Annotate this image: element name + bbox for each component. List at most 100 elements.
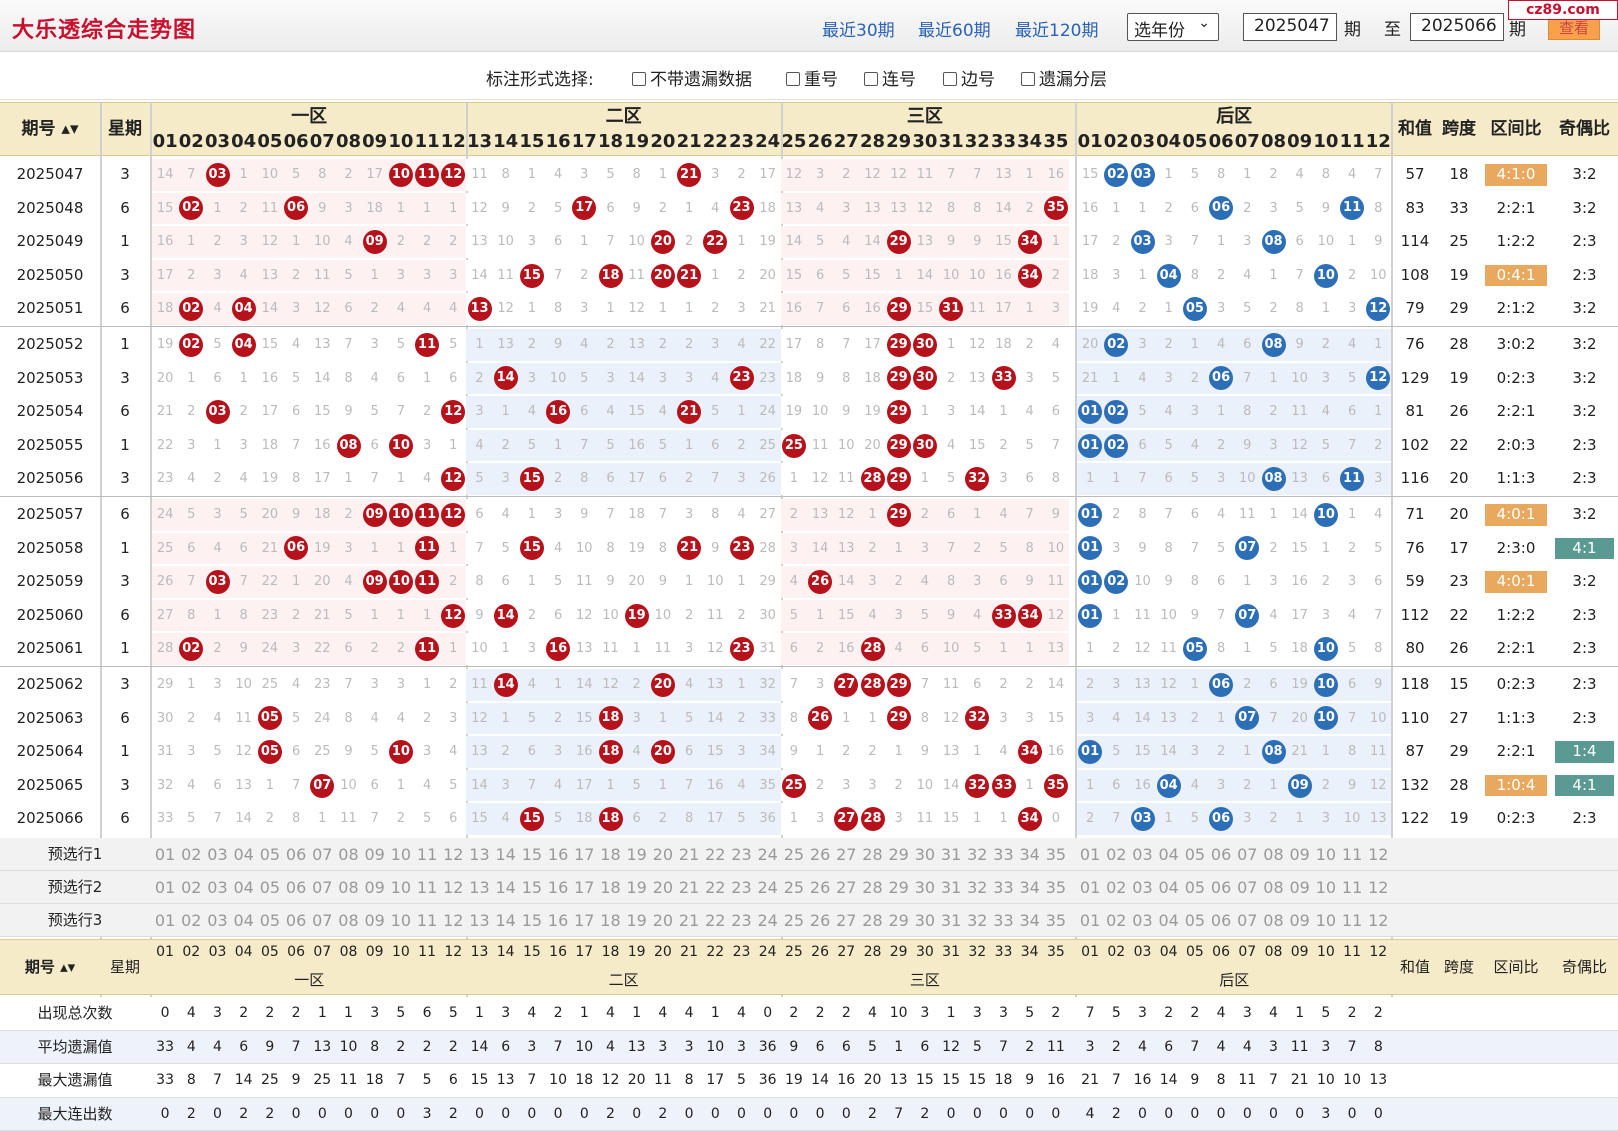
preselect-number[interactable]: 06 — [1208, 904, 1234, 937]
preselect-number[interactable]: 05 — [1182, 838, 1208, 871]
preselect-number[interactable]: 01 — [152, 871, 178, 904]
preselect-number[interactable]: 35 — [1043, 838, 1069, 871]
preselect-number[interactable]: 04 — [1156, 871, 1182, 904]
preselect-number[interactable]: 06 — [283, 871, 309, 904]
preselect-number[interactable]: 35 — [1043, 871, 1069, 904]
preselect-number[interactable]: 33 — [990, 904, 1016, 937]
preselect-number[interactable]: 30 — [912, 904, 938, 937]
preselect-number[interactable]: 23 — [728, 838, 754, 871]
preselect-number[interactable]: 07 — [309, 871, 335, 904]
preselect-number[interactable]: 07 — [309, 838, 335, 871]
preselect-number[interactable]: 04 — [231, 904, 257, 937]
preselect-number[interactable]: 32 — [964, 871, 990, 904]
preselect-number[interactable]: 10 — [1313, 904, 1339, 937]
preselect-number[interactable]: 09 — [362, 838, 388, 871]
preselect-number[interactable]: 12 — [1365, 904, 1391, 937]
preselect-number[interactable]: 22 — [702, 904, 728, 937]
preselect-number[interactable]: 08 — [1260, 838, 1286, 871]
preselect-number[interactable]: 14 — [493, 904, 519, 937]
preselect-number[interactable]: 31 — [938, 904, 964, 937]
preselect-number[interactable]: 07 — [309, 904, 335, 937]
preselect-number[interactable]: 29 — [886, 904, 912, 937]
preselect-number[interactable]: 13 — [466, 871, 492, 904]
preselect-number[interactable]: 11 — [1339, 871, 1365, 904]
preselect-number[interactable]: 29 — [886, 871, 912, 904]
preselect-number[interactable]: 11 — [414, 871, 440, 904]
preselect-number[interactable]: 17 — [571, 871, 597, 904]
preselect-number[interactable]: 18 — [597, 904, 623, 937]
preselect-number[interactable]: 10 — [388, 871, 414, 904]
preselect-number[interactable]: 16 — [545, 871, 571, 904]
preselect-number[interactable]: 02 — [178, 838, 204, 871]
preselect-number[interactable]: 32 — [964, 904, 990, 937]
preselect-number[interactable]: 05 — [257, 904, 283, 937]
preselect-number[interactable]: 27 — [833, 838, 859, 871]
preselect-number[interactable]: 14 — [493, 838, 519, 871]
preselect-number[interactable]: 28 — [859, 904, 885, 937]
preselect-number[interactable]: 13 — [466, 904, 492, 937]
preselect-number[interactable]: 05 — [257, 871, 283, 904]
preselect-number[interactable]: 08 — [1260, 904, 1286, 937]
preselect-number[interactable]: 12 — [1365, 871, 1391, 904]
preselect-number[interactable]: 18 — [597, 838, 623, 871]
preselect-number[interactable]: 21 — [676, 871, 702, 904]
preselect-number[interactable]: 32 — [964, 838, 990, 871]
preselect-number[interactable]: 27 — [833, 871, 859, 904]
col-issue-header[interactable]: 期号 ▴▾ — [0, 102, 100, 156]
preselect-number[interactable]: 30 — [912, 838, 938, 871]
preselect-number[interactable]: 05 — [257, 838, 283, 871]
preselect-number[interactable]: 09 — [362, 871, 388, 904]
preselect-number[interactable]: 10 — [1313, 838, 1339, 871]
preselect-number[interactable]: 26 — [807, 871, 833, 904]
preselect-number[interactable]: 21 — [676, 904, 702, 937]
preselect-number[interactable]: 03 — [204, 904, 230, 937]
preselect-number[interactable]: 03 — [204, 838, 230, 871]
preselect-number[interactable]: 08 — [1260, 871, 1286, 904]
preselect-number[interactable]: 19 — [624, 904, 650, 937]
preselect-number[interactable]: 08 — [335, 838, 361, 871]
preselect-number[interactable]: 04 — [231, 838, 257, 871]
preselect-number[interactable]: 17 — [571, 904, 597, 937]
preselect-number[interactable]: 10 — [388, 838, 414, 871]
preselect-number[interactable]: 04 — [1156, 904, 1182, 937]
preselect-number[interactable]: 29 — [886, 838, 912, 871]
preselect-number[interactable]: 11 — [1339, 904, 1365, 937]
preselect-number[interactable]: 19 — [624, 871, 650, 904]
preselect-number[interactable]: 01 — [152, 838, 178, 871]
preselect-number[interactable]: 33 — [990, 871, 1016, 904]
preselect-number[interactable]: 31 — [938, 871, 964, 904]
preselect-number[interactable]: 11 — [414, 838, 440, 871]
preselect-number[interactable]: 01 — [1077, 838, 1103, 871]
preselect-number[interactable]: 09 — [1287, 871, 1313, 904]
preselect-number[interactable]: 16 — [545, 904, 571, 937]
preselect-number[interactable]: 14 — [493, 871, 519, 904]
preselect-number[interactable]: 24 — [755, 838, 781, 871]
preselect-number[interactable]: 02 — [1103, 871, 1129, 904]
preselect-number[interactable]: 34 — [1017, 838, 1043, 871]
preselect-number[interactable]: 12 — [440, 838, 466, 871]
preselect-number[interactable]: 23 — [728, 871, 754, 904]
preselect-number[interactable]: 06 — [1208, 871, 1234, 904]
preselect-number[interactable]: 21 — [676, 838, 702, 871]
preselect-number[interactable]: 20 — [650, 871, 676, 904]
preselect-number[interactable]: 28 — [859, 871, 885, 904]
preselect-number[interactable]: 22 — [702, 838, 728, 871]
preselect-number[interactable]: 15 — [519, 871, 545, 904]
preselect-number[interactable]: 28 — [859, 838, 885, 871]
preselect-number[interactable]: 34 — [1017, 871, 1043, 904]
preselect-number[interactable]: 01 — [1077, 904, 1103, 937]
preselect-number[interactable]: 04 — [231, 871, 257, 904]
preselect-number[interactable]: 12 — [440, 904, 466, 937]
preselect-number[interactable]: 02 — [1103, 904, 1129, 937]
preselect-number[interactable]: 16 — [545, 838, 571, 871]
preselect-number[interactable]: 08 — [335, 871, 361, 904]
preselect-number[interactable]: 11 — [1339, 838, 1365, 871]
preselect-number[interactable]: 24 — [755, 904, 781, 937]
preselect-number[interactable]: 25 — [781, 904, 807, 937]
bottom-issue-header[interactable]: 期号 ▴▾ — [0, 939, 100, 995]
preselect-number[interactable]: 07 — [1234, 871, 1260, 904]
preselect-number[interactable]: 08 — [335, 904, 361, 937]
preselect-number[interactable]: 13 — [466, 838, 492, 871]
preselect-number[interactable]: 15 — [519, 904, 545, 937]
preselect-number[interactable]: 07 — [1234, 904, 1260, 937]
